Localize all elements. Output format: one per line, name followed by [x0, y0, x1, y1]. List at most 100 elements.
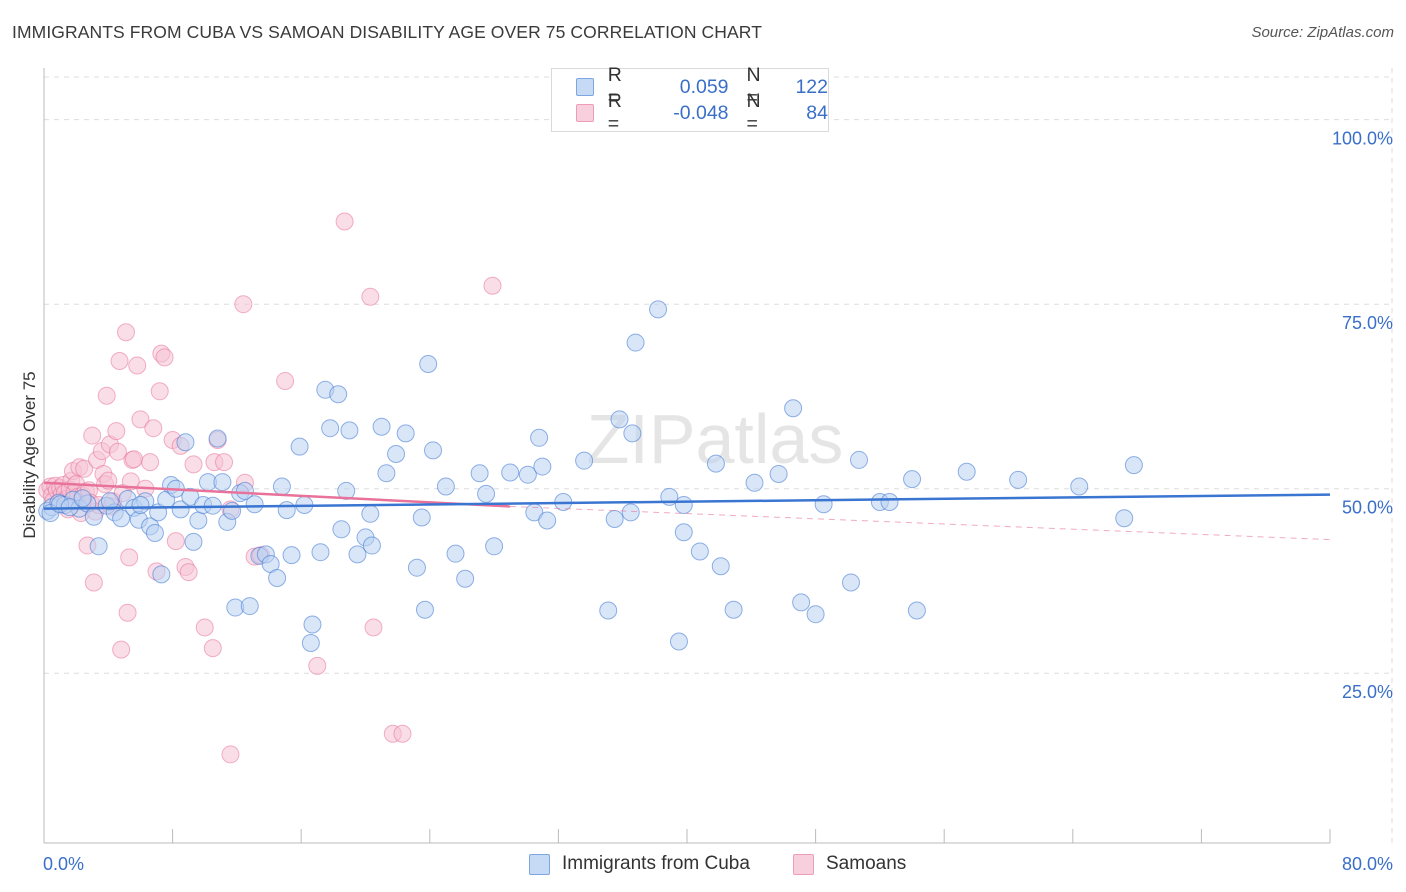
r-value-cuba: 0.059 [679, 75, 729, 98]
data-point-samoans [221, 745, 240, 764]
data-point-cuba [649, 300, 668, 319]
data-point-cuba [436, 477, 455, 496]
tick-labels: 25.0% 50.0% 75.0% 100.0% 0.0% 80.0% [43, 129, 1393, 874]
data-point-samoans [215, 453, 234, 472]
data-point-cuba [112, 509, 131, 528]
data-point-cuba [690, 542, 709, 561]
data-point-cuba [235, 481, 254, 500]
data-point-cuba [372, 417, 391, 436]
data-point-cuba [806, 605, 825, 624]
legend-label-cuba: Immigrants from Cuba [562, 853, 750, 874]
data-point-samoans [276, 371, 295, 390]
data-point-samoans [84, 573, 103, 592]
data-point-cuba [171, 500, 190, 519]
data-point-samoans [120, 548, 139, 567]
data-point-cuba [332, 520, 351, 539]
trend-line-samoans [43, 481, 511, 508]
y-tick-label: 50.0% [1342, 498, 1393, 518]
swatch-blue-icon [529, 853, 550, 875]
data-point-cuba [73, 489, 92, 508]
data-point-cuba [321, 419, 340, 438]
data-point-cuba [301, 633, 320, 652]
stats-legend: R = 0.059 N = 122 R = -0.048 N = 84 [551, 64, 829, 135]
data-point-cuba [290, 437, 309, 456]
data-point-cuba [518, 465, 537, 484]
series-legend: Immigrants from Cuba Samoans [0, 851, 1406, 877]
data-point-cuba [415, 600, 434, 619]
data-point-cuba [387, 445, 406, 464]
data-point-samoans [83, 426, 102, 445]
data-point-cuba [176, 433, 195, 452]
r-label: R = [607, 90, 622, 135]
data-point-samoans [308, 656, 327, 675]
data-point-cuba [610, 410, 629, 429]
data-point-cuba [311, 543, 330, 562]
data-point-cuba [348, 545, 367, 564]
data-point-samoans [195, 618, 214, 637]
n-value-cuba: 122 [795, 75, 828, 98]
data-point-cuba [223, 501, 242, 520]
data-point-cuba [621, 503, 640, 522]
data-point-cuba [181, 487, 200, 506]
data-point-cuba [145, 524, 164, 542]
data-point-cuba [538, 511, 557, 530]
data-point-samoans [150, 382, 169, 401]
data-point-cuba [724, 600, 743, 619]
data-point-cuba [575, 451, 594, 470]
data-point-cuba [131, 495, 150, 514]
data-point-cuba [669, 632, 688, 651]
series-samoans [38, 212, 502, 764]
data-point-cuba [396, 424, 415, 443]
data-point-cuba [533, 457, 552, 476]
data-point-samoans [107, 422, 126, 441]
data-point-cuba [277, 501, 296, 520]
data-point-cuba [340, 421, 359, 440]
y-tick-label: 100.0% [1332, 129, 1393, 149]
legend-label-samoans: Samoans [826, 853, 907, 874]
data-point-samoans [128, 356, 147, 375]
data-point-cuba [880, 493, 899, 511]
swatch-pink-icon [793, 853, 814, 875]
stats-row-samoans: R = -0.048 N = 84 [576, 90, 828, 135]
data-point-samoans [141, 453, 160, 472]
data-point-cuba [303, 615, 322, 634]
data-point-cuba [477, 484, 496, 503]
data-point-cuba [674, 523, 693, 542]
x-tick-label-min: 0.0% [43, 854, 84, 874]
data-point-cuba [240, 597, 259, 616]
x-tick-label-max: 80.0% [1342, 854, 1393, 874]
data-point-samoans [118, 603, 137, 622]
data-point-cuba [626, 333, 645, 352]
data-point-samoans [393, 724, 412, 743]
data-point-samoans [234, 295, 253, 314]
data-point-cuba [623, 424, 642, 443]
stats-row-cuba: R = 0.059 N = 122 [576, 64, 828, 109]
data-point-cuba [213, 473, 232, 492]
data-point-cuba [501, 463, 520, 482]
data-point-samoans [483, 276, 502, 295]
data-point-cuba [907, 601, 926, 620]
legend-item-cuba[interactable]: Immigrants from Cuba [529, 853, 750, 875]
data-point-cuba [208, 429, 227, 448]
data-point-samoans [110, 352, 129, 371]
y-tick-label: 75.0% [1342, 313, 1393, 333]
n-label: N = [746, 90, 761, 135]
data-point-samoans [179, 563, 198, 582]
series-cuba [38, 300, 1143, 652]
legend-item-samoans[interactable]: Samoans [793, 853, 906, 875]
data-point-cuba [412, 508, 431, 527]
data-point-cuba [337, 481, 356, 500]
data-point-cuba [361, 504, 380, 523]
data-point-cuba [89, 537, 108, 556]
data-point-samoans [364, 618, 383, 637]
data-point-cuba [470, 464, 489, 483]
chart-title: IMMIGRANTS FROM CUBA VS SAMOAN DISABILIT… [12, 22, 763, 42]
data-point-cuba [1070, 477, 1089, 496]
data-point-cuba [769, 464, 788, 483]
data-point-samoans [166, 532, 185, 551]
data-point-cuba [1124, 456, 1143, 475]
data-point-cuba [407, 558, 426, 577]
n-label: N = [746, 64, 761, 109]
data-point-cuba [530, 428, 549, 447]
